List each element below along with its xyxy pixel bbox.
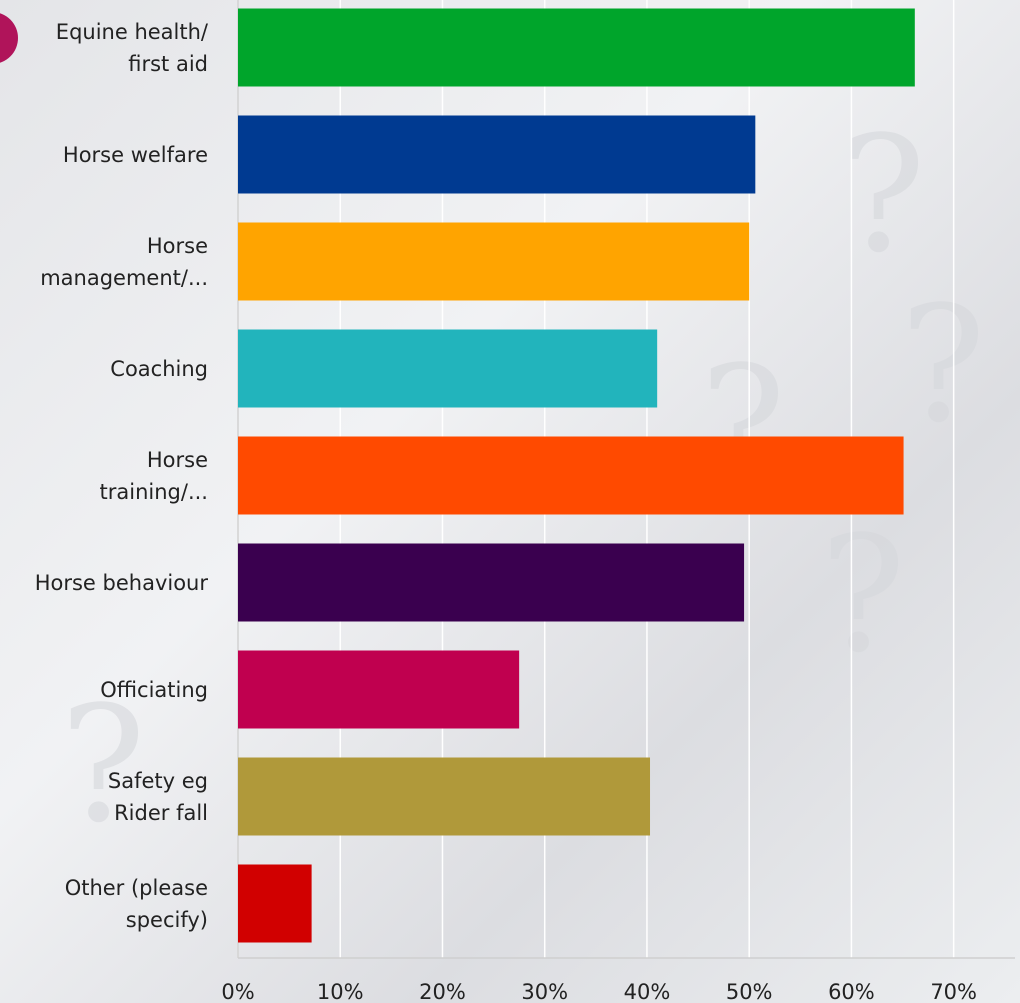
x-tick-label: 0% [221,980,255,1003]
bar [238,543,745,622]
svg-text:?: ? [900,271,986,458]
y-tick-label: Officiating [100,677,208,702]
x-tick-label: 40% [623,980,671,1003]
y-tick-label: Horse management/... [40,233,208,290]
x-tick-label: 10% [316,980,364,1003]
bar [238,864,312,943]
badge [0,13,18,63]
y-tick-label: Safety eg Rider fall [107,768,208,825]
svg-text:?: ? [840,101,926,288]
bar [238,329,658,408]
x-tick-label: 70% [930,980,977,1003]
bar [238,8,915,87]
background-decor: ????? [60,101,986,858]
x-tick-label: 30% [521,980,569,1003]
bar [238,757,651,836]
bar [238,650,520,729]
x-tick-label: 60% [828,980,875,1003]
x-tick-label: 20% [419,980,466,1003]
y-tick-label: Horse training/... [99,447,208,504]
y-tick-label: Other (please specify) [64,875,208,932]
svg-text:?: ? [60,671,146,858]
y-tick-label: Equine health/ first aid [55,19,208,76]
bar [238,222,750,301]
svg-text:?: ? [820,501,906,688]
x-tick-label: 50% [725,980,773,1003]
y-tick-label: Coaching [110,356,208,381]
y-tick-label: Horse welfare [62,142,208,167]
bar [238,115,756,194]
y-tick-label: Horse behaviour [34,570,208,595]
bar [238,436,904,515]
